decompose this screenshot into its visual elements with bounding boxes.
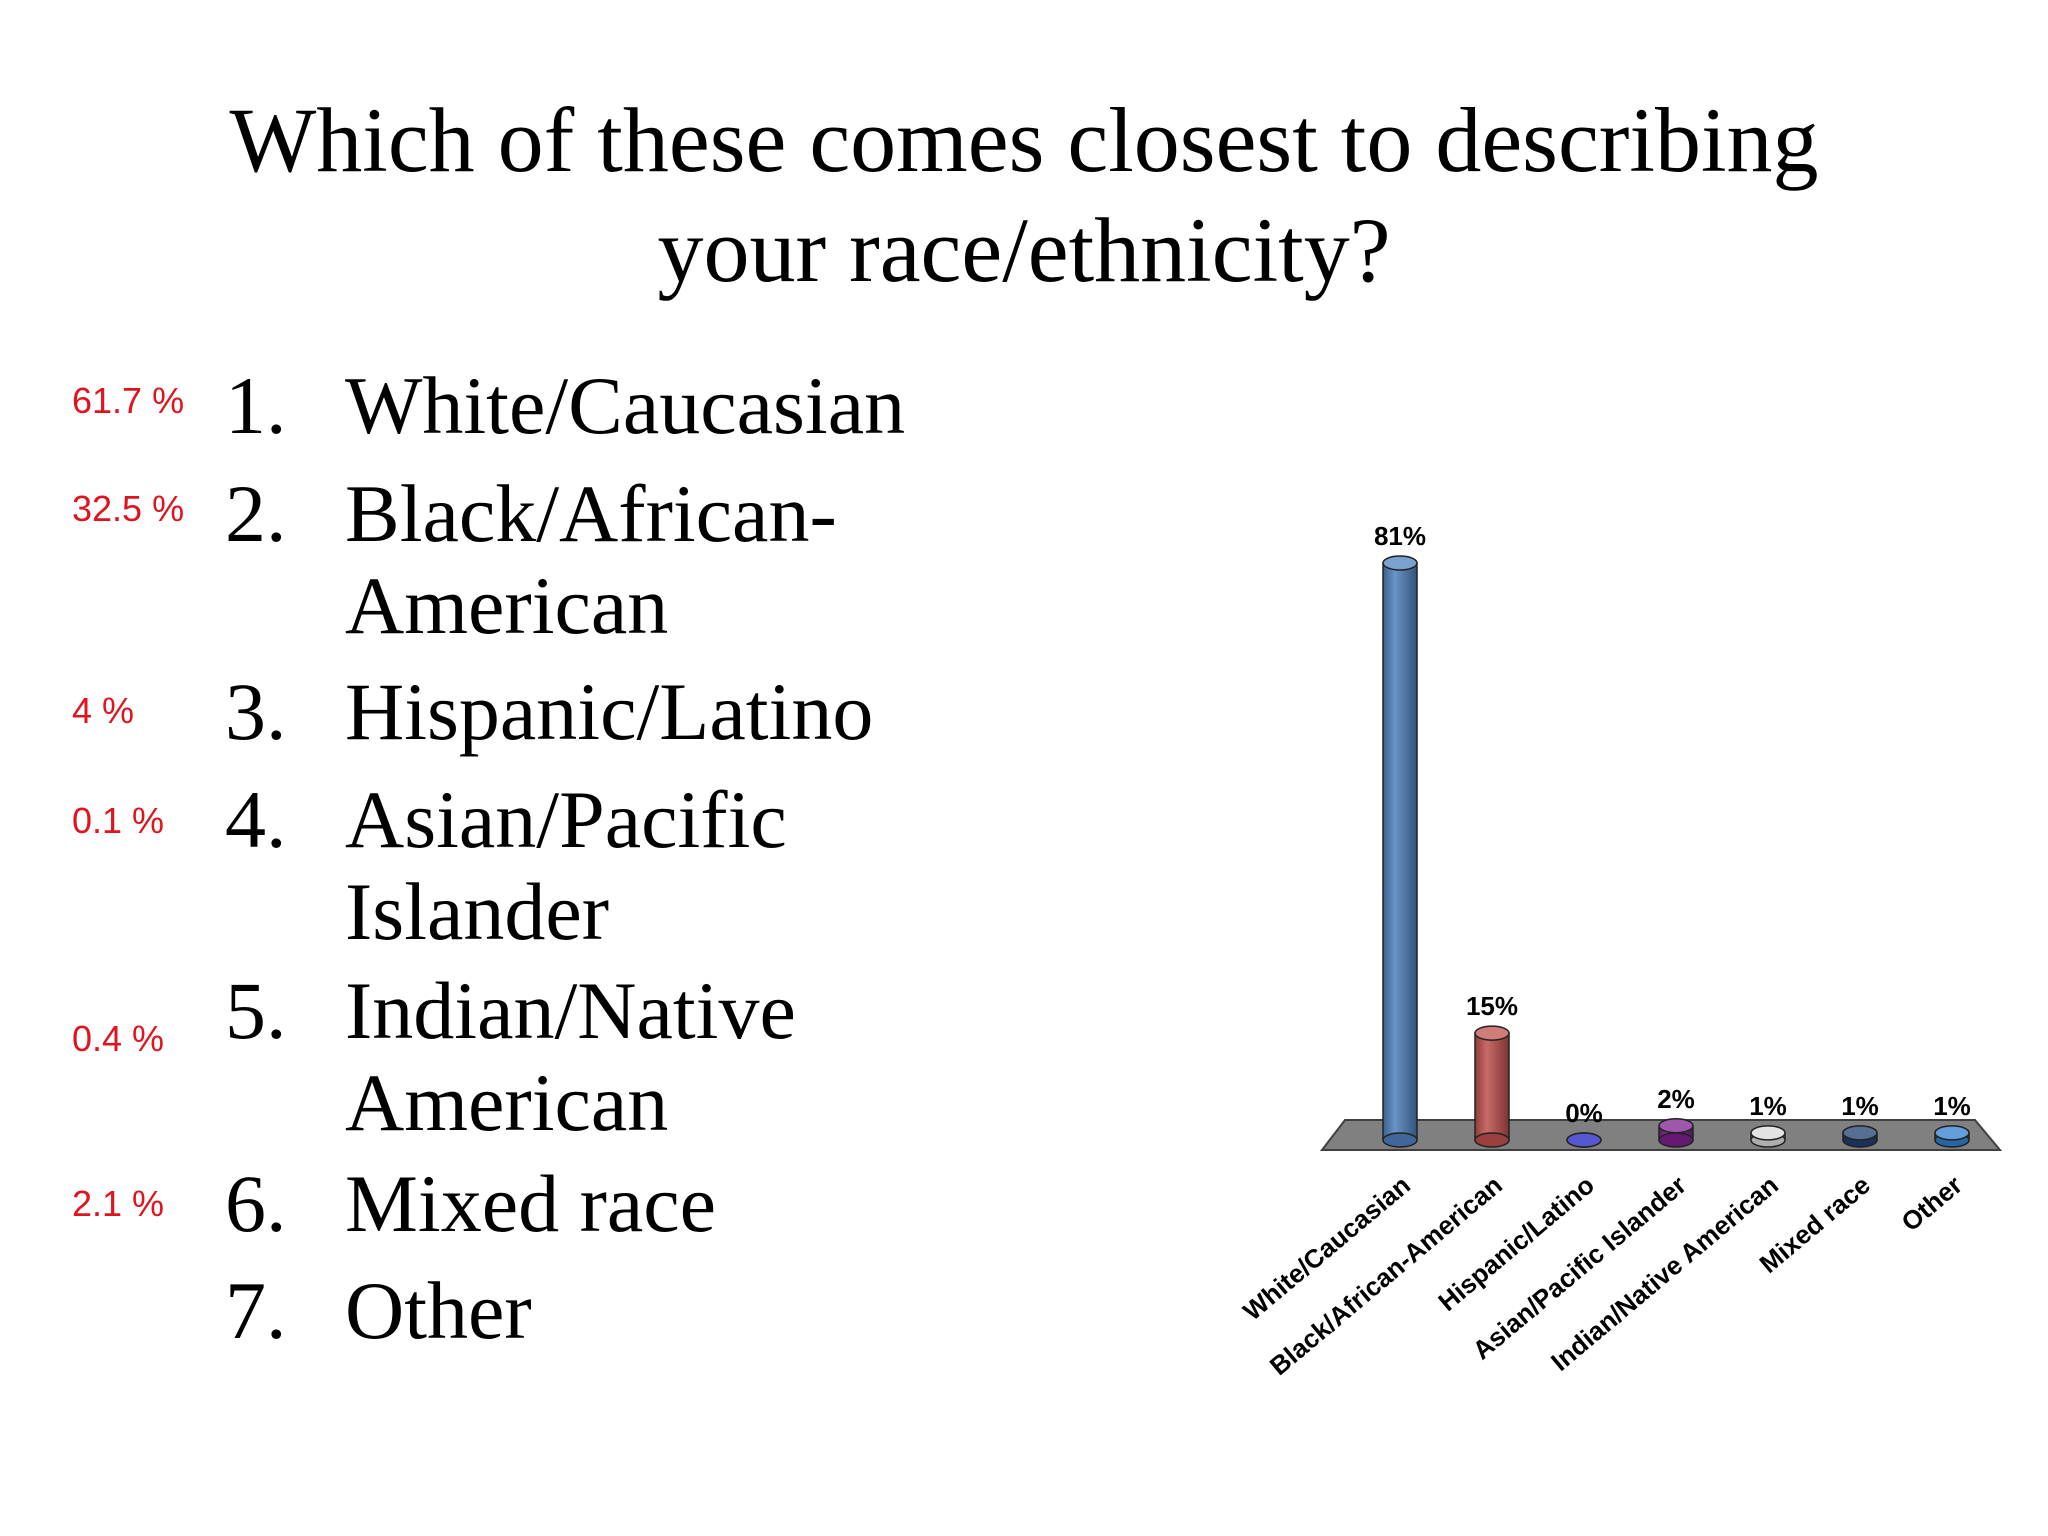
title-line-1: Which of these comes closest to describi… — [229, 89, 1819, 191]
option-6-percent: 2.1 % — [72, 1183, 165, 1224]
option-6-label: Mixed race — [345, 1158, 716, 1250]
option-3-number: 3. — [225, 666, 287, 757]
bar-7-top — [1934, 1125, 1970, 1141]
bar-2-top — [1474, 1025, 1510, 1041]
bar-4-base — [1658, 1132, 1694, 1148]
title-line-2: your race/ethnicity? — [657, 199, 1391, 301]
option-4-label-line: Asian/Pacific — [345, 774, 787, 865]
option-5-number: 5. — [225, 965, 287, 1056]
option-5-percent: 0.4 % — [72, 1018, 165, 1059]
option-7-label: Other — [345, 1265, 532, 1357]
bar-2-body — [1474, 1032, 1510, 1141]
option-1-percent: 61.7 % — [72, 380, 185, 421]
bar-4-data-label: 2% — [1657, 1084, 1695, 1114]
bar-1-body — [1382, 562, 1418, 1141]
option-3-percent: 4 % — [72, 690, 135, 731]
option-1-number: 1. — [225, 360, 287, 451]
bar-2-base — [1474, 1132, 1510, 1148]
option-2-label-line: Black/African- — [345, 468, 837, 559]
option-4-number: 4. — [225, 774, 287, 865]
bar-6-data-label: 1% — [1841, 1091, 1879, 1121]
x-tick-label-3: Hispanic/Latino — [1432, 1170, 1600, 1317]
option-4-percent: 0.1 % — [72, 800, 165, 841]
option-2-label: Black/African- American — [345, 468, 837, 652]
bar-1-top — [1382, 555, 1418, 571]
option-1-label: White/Caucasian — [345, 360, 905, 452]
x-tick-label-7: Other — [1895, 1170, 1967, 1238]
bar-2-data-label: 15% — [1466, 991, 1518, 1021]
option-7-label-line: Other — [345, 1265, 532, 1356]
option-7-number: 7. — [225, 1265, 287, 1356]
option-5-label: Indian/Native American — [345, 965, 796, 1149]
option-1-label-line: White/Caucasian — [345, 360, 906, 451]
page-title: Which of these comes closest to describi… — [0, 85, 2048, 305]
bar-7-data-label: 1% — [1933, 1091, 1971, 1121]
bar-3-data-label: 0% — [1565, 1098, 1603, 1128]
answer-options-list: 61.7 % 1. White/Caucasian 32.5 % 2. Blac… — [72, 360, 905, 1357]
option-2-percent: 32.5 % — [72, 488, 185, 529]
option-5-label-line: American — [345, 1057, 669, 1148]
option-6-label-line: Mixed race — [345, 1158, 717, 1249]
x-tick-label-1: White/Caucasian — [1237, 1170, 1416, 1327]
option-2-number: 2. — [225, 468, 287, 559]
bar-3-top — [1566, 1132, 1602, 1148]
option-4-label: Asian/Pacific Islander — [345, 774, 787, 958]
option-2-label-line: American — [345, 560, 669, 651]
option-3-label-line: Hispanic/Latino — [345, 666, 874, 757]
bar-5-data-label: 1% — [1749, 1091, 1787, 1121]
option-4-label-line: Islander — [345, 866, 610, 957]
bar-4-top — [1658, 1118, 1694, 1134]
option-5-label-line: Indian/Native — [345, 965, 796, 1056]
bar-1-data-label: 81% — [1374, 521, 1426, 551]
bar-5-top — [1750, 1125, 1786, 1141]
option-3-label: Hispanic/Latino — [345, 666, 873, 758]
option-6-number: 6. — [225, 1158, 287, 1249]
bar-6-top — [1842, 1125, 1878, 1141]
bar-1-base — [1382, 1132, 1418, 1148]
